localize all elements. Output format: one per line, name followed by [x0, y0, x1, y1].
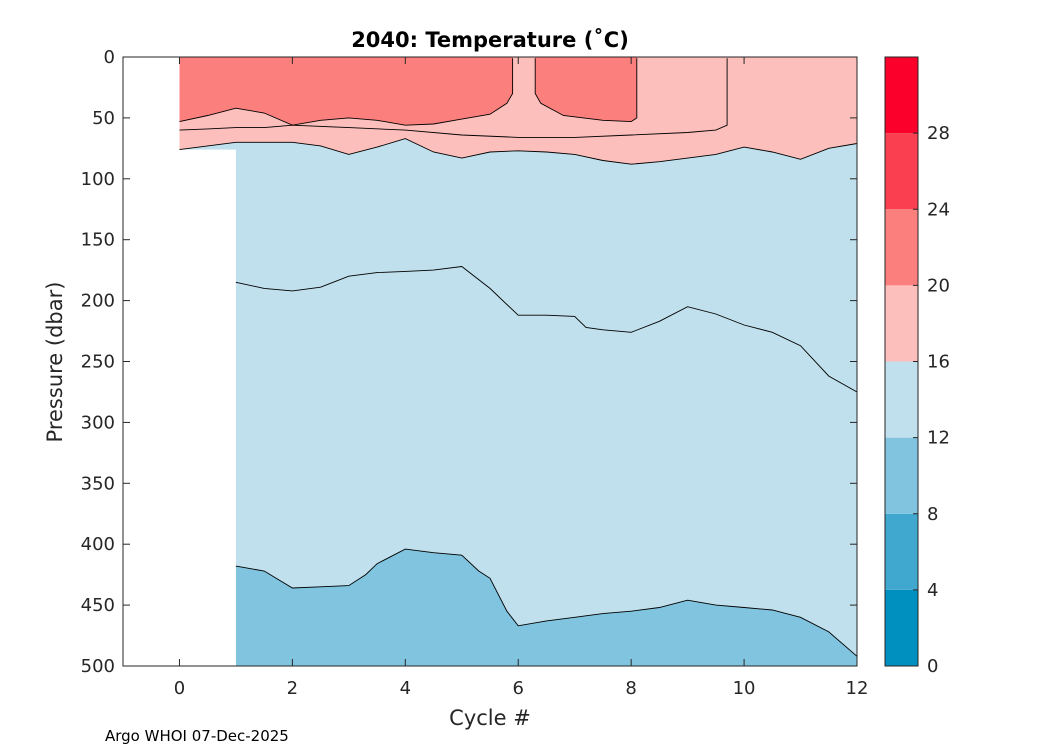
y-tick-label: 50	[92, 108, 115, 129]
y-tick-label: 450	[81, 595, 115, 616]
colorbar-segment-24-28	[885, 133, 918, 210]
contour-lines	[179, 58, 858, 657]
x-tick-label: 0	[174, 678, 185, 699]
y-tick-label: 100	[81, 169, 115, 190]
y-tick-label: 250	[81, 352, 115, 373]
colorbar-tick-label: 24	[927, 199, 950, 220]
colorbar-segment-0-4	[885, 589, 918, 666]
contour-fills	[179, 57, 857, 667]
colorbar-tick-label: 12	[927, 428, 950, 449]
y-tick-label: 300	[81, 412, 115, 433]
x-tick-label: 12	[846, 678, 869, 699]
contour-fill-12-16	[179, 138, 857, 667]
isoline-20-4	[179, 58, 514, 126]
x-tick-label: 6	[513, 678, 524, 699]
colorbar-segment-4-8	[885, 513, 918, 590]
contour-fill-20-24-lobe-b	[535, 57, 637, 122]
colorbar-tick-label: 0	[927, 656, 938, 677]
y-tick-label: 150	[81, 230, 115, 251]
colorbar-tick-label: 20	[927, 275, 950, 296]
colorbar-tick-label: 4	[927, 580, 938, 601]
colorbar-segment-12-16	[885, 361, 918, 438]
x-axis: 0 2 4 6 8 10 12	[174, 57, 869, 699]
isoline-12-0	[235, 548, 858, 657]
y-tick-label: 500	[81, 656, 115, 677]
y-axis-label: Pressure (dbar)	[43, 282, 67, 443]
colorbar-segment-8-12	[885, 437, 918, 514]
colorbar-tick-label: 8	[927, 504, 938, 525]
contour-fill-16-20	[179, 57, 857, 179]
x-tick-label: 2	[287, 678, 298, 699]
contour-fill-20-24-lobe-a	[179, 57, 513, 126]
y-tick-label: 0	[104, 47, 115, 68]
colorbar-segment-20-24	[885, 209, 918, 286]
colorbar-segment-16-20	[885, 285, 918, 362]
credit-text: Argo WHOI 07-Dec-2025	[105, 727, 289, 745]
isoline-18-3	[179, 58, 728, 138]
y-tick-label: 350	[81, 473, 115, 494]
x-axis-label: Cycle #	[449, 706, 531, 730]
isoline-14-1	[235, 266, 858, 393]
no-data-mask	[179, 149, 236, 666]
y-axis: 0 50 100 150 200 250 300 350 400 450 500	[81, 47, 857, 677]
y-tick-label: 400	[81, 534, 115, 555]
colorbar-segment-28-32	[885, 57, 918, 134]
colorbar-tick-label: 28	[927, 123, 950, 144]
y-tick-label: 200	[81, 291, 115, 312]
isoline-16-2	[179, 138, 858, 165]
x-tick-label: 4	[400, 678, 411, 699]
x-tick-label: 10	[733, 678, 756, 699]
x-tick-label: 8	[625, 678, 636, 699]
chart-title: 2040: Temperature (˚C)	[351, 28, 629, 52]
contour-fill-8-12	[235, 549, 857, 666]
colorbar: 0 4 8 12 16 20 24 28	[884, 56, 950, 677]
colorbar-tick-label: 16	[927, 352, 950, 373]
isoline-20-5	[534, 58, 638, 123]
